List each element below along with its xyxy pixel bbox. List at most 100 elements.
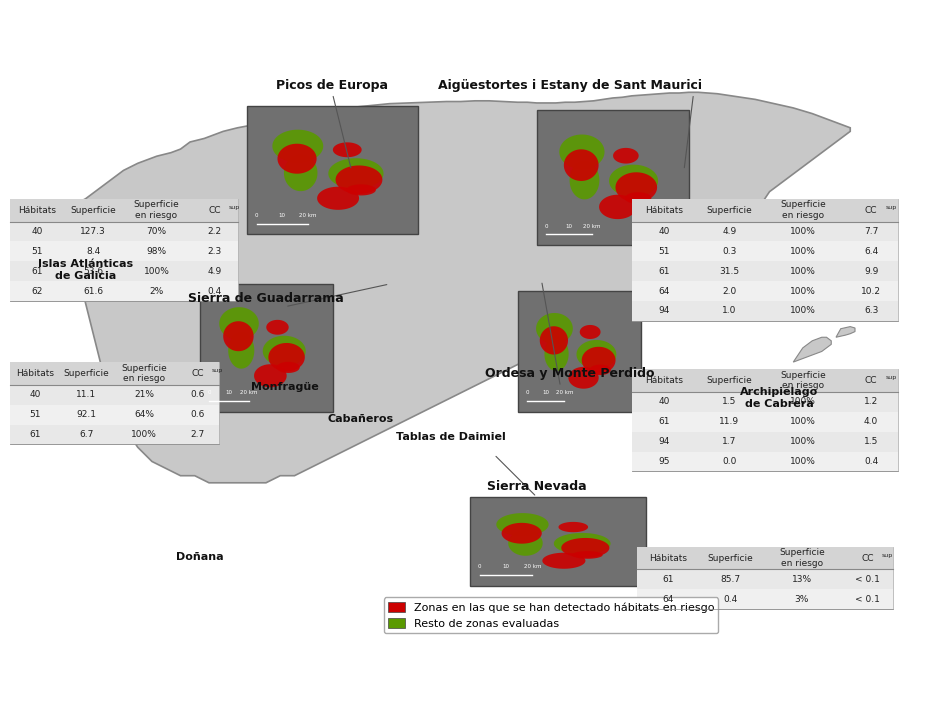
Text: 51: 51	[29, 410, 41, 419]
Text: 94: 94	[658, 437, 670, 446]
FancyBboxPatch shape	[470, 497, 646, 586]
FancyBboxPatch shape	[632, 412, 898, 432]
FancyBboxPatch shape	[10, 222, 238, 241]
FancyBboxPatch shape	[636, 589, 893, 609]
Text: 100%: 100%	[790, 398, 816, 406]
Text: 9.9: 9.9	[864, 267, 879, 275]
Text: 0.4: 0.4	[864, 457, 879, 466]
Text: 0: 0	[525, 391, 529, 395]
FancyBboxPatch shape	[632, 261, 898, 281]
Polygon shape	[542, 552, 585, 569]
FancyBboxPatch shape	[632, 392, 898, 412]
Polygon shape	[568, 367, 598, 388]
Text: 40: 40	[29, 391, 41, 399]
Text: 0: 0	[478, 564, 482, 569]
Text: 61: 61	[29, 430, 41, 439]
Text: Archipiélago
de Cabrera: Archipiélago de Cabrera	[740, 386, 818, 409]
FancyBboxPatch shape	[10, 281, 238, 301]
Text: 40: 40	[31, 227, 43, 236]
Text: Hábitats: Hábitats	[645, 376, 683, 385]
FancyBboxPatch shape	[10, 199, 238, 301]
FancyBboxPatch shape	[632, 432, 898, 452]
Text: Cabañeros: Cabañeros	[328, 414, 394, 424]
Text: 11.1: 11.1	[76, 391, 96, 399]
Polygon shape	[254, 364, 287, 388]
FancyBboxPatch shape	[10, 261, 238, 281]
Polygon shape	[284, 155, 317, 191]
Text: 61.6: 61.6	[83, 287, 104, 295]
FancyBboxPatch shape	[10, 425, 218, 444]
Text: 2%: 2%	[149, 287, 163, 295]
Text: Doñana: Doñana	[176, 552, 223, 562]
Text: 100%: 100%	[790, 457, 816, 466]
Text: 94: 94	[658, 307, 670, 315]
Text: Sierra de Guadarrama: Sierra de Guadarrama	[188, 293, 344, 305]
Text: Superficie: Superficie	[708, 554, 753, 562]
Polygon shape	[263, 336, 306, 366]
Text: 10: 10	[565, 224, 573, 229]
Polygon shape	[559, 522, 588, 532]
Text: sup: sup	[885, 204, 897, 210]
FancyBboxPatch shape	[10, 405, 218, 425]
Text: 100%: 100%	[790, 227, 816, 236]
Text: 61: 61	[658, 267, 670, 275]
Text: CC: CC	[208, 206, 221, 214]
Text: Superficie
en riesgo: Superficie en riesgo	[780, 200, 826, 220]
Text: 95: 95	[658, 457, 670, 466]
FancyBboxPatch shape	[632, 369, 898, 392]
Text: 1.2: 1.2	[864, 398, 879, 406]
Polygon shape	[329, 158, 384, 189]
Text: Hábitats: Hábitats	[645, 206, 683, 214]
FancyBboxPatch shape	[537, 110, 689, 245]
FancyBboxPatch shape	[10, 385, 218, 405]
Text: 11.9: 11.9	[719, 417, 739, 426]
Polygon shape	[561, 538, 610, 558]
Text: 64: 64	[658, 287, 670, 295]
Text: 10: 10	[542, 391, 549, 395]
Text: 100%: 100%	[790, 287, 816, 295]
Text: 0.4: 0.4	[207, 287, 222, 295]
Text: 51: 51	[31, 247, 43, 256]
Text: 2.2: 2.2	[208, 227, 221, 236]
Text: 98%: 98%	[146, 247, 166, 256]
Text: 100%: 100%	[131, 430, 157, 439]
Text: 64%: 64%	[134, 410, 154, 419]
FancyBboxPatch shape	[200, 284, 332, 412]
Polygon shape	[581, 346, 616, 373]
Polygon shape	[609, 165, 658, 197]
FancyBboxPatch shape	[247, 106, 418, 234]
Polygon shape	[276, 362, 300, 373]
Text: CC: CC	[191, 369, 204, 378]
Text: 20 km: 20 km	[240, 391, 257, 395]
Polygon shape	[219, 307, 258, 340]
Polygon shape	[71, 92, 850, 483]
Text: 61: 61	[658, 417, 670, 426]
Polygon shape	[572, 551, 602, 559]
Text: Hábitats: Hábitats	[18, 206, 56, 214]
Text: 2.7: 2.7	[190, 430, 205, 439]
FancyBboxPatch shape	[518, 291, 641, 412]
Text: Superficie: Superficie	[64, 369, 109, 378]
Polygon shape	[577, 340, 617, 369]
Text: 0.3: 0.3	[722, 247, 736, 256]
Text: 61: 61	[662, 575, 674, 584]
FancyBboxPatch shape	[10, 362, 218, 385]
Polygon shape	[496, 513, 549, 536]
Text: sup: sup	[212, 368, 223, 373]
FancyBboxPatch shape	[632, 369, 898, 471]
Polygon shape	[625, 192, 652, 204]
Text: < 0.1: < 0.1	[855, 595, 880, 604]
Polygon shape	[803, 380, 817, 387]
Polygon shape	[223, 321, 254, 351]
Text: Monfragüe: Monfragüe	[251, 382, 319, 392]
Text: 1.5: 1.5	[722, 398, 736, 406]
Polygon shape	[536, 313, 573, 344]
Text: 64: 64	[662, 595, 674, 604]
Text: Superficie: Superficie	[707, 376, 752, 385]
Text: 127.3: 127.3	[80, 227, 106, 236]
Polygon shape	[613, 148, 638, 163]
FancyBboxPatch shape	[636, 547, 893, 569]
Legend: Zonas en las que se han detectado hábitats en riesgo, Resto de zonas evaluadas: Zonas en las que se han detectado hábita…	[384, 597, 718, 633]
Text: 10.2: 10.2	[861, 287, 882, 295]
FancyBboxPatch shape	[10, 199, 238, 222]
